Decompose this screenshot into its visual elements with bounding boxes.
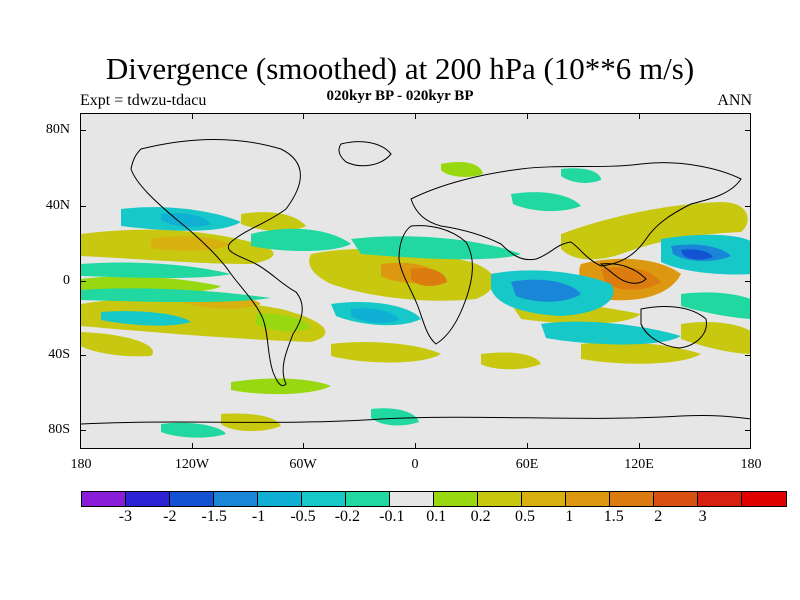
colorbar-label: 1 — [565, 508, 574, 525]
lon-tick — [303, 113, 304, 119]
colorbar-label: 1.5 — [603, 508, 624, 525]
experiment-label: Expt = tdwzu-tdacu — [80, 92, 207, 109]
colorbar — [81, 491, 787, 507]
lat-label-40s: 40S — [48, 347, 70, 362]
divergence-map — [80, 113, 751, 449]
lon-label-60e: 60E — [515, 457, 539, 472]
map-title: Divergence (smoothed) at 200 hPa (10**6 … — [105, 51, 695, 86]
lon-label-180e: 180 — [740, 457, 762, 472]
colorbar-label: 2 — [654, 508, 663, 525]
lat-tick — [80, 130, 86, 131]
colorbar-swatch — [566, 492, 610, 506]
colorbar-label: -0.2 — [334, 508, 361, 525]
lon-label-180w: 180 — [70, 457, 92, 472]
lat-tick — [745, 130, 751, 131]
colorbar-label: 3 — [698, 508, 707, 525]
colorbar-label: -3 — [118, 508, 133, 525]
colorbar-swatch — [434, 492, 478, 506]
lon-tick — [639, 443, 640, 449]
lon-tick — [192, 113, 193, 119]
colorbar-swatch — [346, 492, 390, 506]
colorbar-label: 0.1 — [426, 508, 447, 525]
lat-label-80s: 80S — [48, 422, 70, 437]
negative-divergence-fields — [81, 168, 750, 438]
colorbar-swatch — [478, 492, 522, 506]
lat-tick — [80, 355, 86, 356]
colorbar-label: -0.5 — [290, 508, 316, 525]
lon-label-0: 0 — [411, 457, 419, 472]
lon-tick — [415, 113, 416, 119]
season-label: ANN — [717, 92, 752, 109]
colorbar-swatch — [522, 492, 566, 506]
colorbar-swatch — [390, 492, 434, 506]
lat-tick — [745, 430, 751, 431]
map-field-layer — [81, 139, 750, 438]
colorbar-label: 0.2 — [470, 508, 491, 525]
colorbar-swatch — [302, 492, 346, 506]
colorbar-swatch — [258, 492, 302, 506]
colorbar-swatch — [82, 492, 126, 506]
lon-tick — [527, 113, 528, 119]
lat-tick — [80, 281, 86, 282]
lon-tick — [527, 443, 528, 449]
colorbar-swatch — [742, 492, 786, 506]
lon-tick — [192, 443, 193, 449]
lon-label-60w: 60W — [289, 457, 317, 472]
lon-tick — [639, 113, 640, 119]
lon-label-120e: 120E — [624, 457, 654, 472]
lon-tick — [415, 443, 416, 449]
lon-tick — [303, 443, 304, 449]
lat-label-0: 0 — [63, 273, 70, 288]
coastlines — [81, 139, 750, 425]
lat-tick — [80, 430, 86, 431]
colorbar-swatch — [698, 492, 742, 506]
lat-tick — [745, 206, 751, 207]
colorbar-swatch — [126, 492, 170, 506]
lat-tick — [745, 281, 751, 282]
lat-label-40n: 40N — [45, 198, 70, 213]
colorbar-swatch — [610, 492, 654, 506]
lat-label-80n: 80N — [45, 122, 70, 137]
lat-tick — [80, 206, 86, 207]
colorbar-label: -0.1 — [379, 508, 405, 525]
colorbar-label: -1 — [251, 508, 266, 525]
colorbar-label: 0.5 — [515, 508, 535, 525]
colorbar-swatch — [654, 492, 698, 506]
colorbar-swatch — [214, 492, 258, 506]
lat-tick — [745, 355, 751, 356]
colorbar-swatch — [170, 492, 214, 506]
colorbar-label: -1.5 — [201, 508, 227, 525]
period-subtitle: 020kyr BP - 020kyr BP — [326, 88, 474, 104]
lon-label-120w: 120W — [174, 457, 210, 472]
colorbar-label: -2 — [163, 508, 177, 525]
